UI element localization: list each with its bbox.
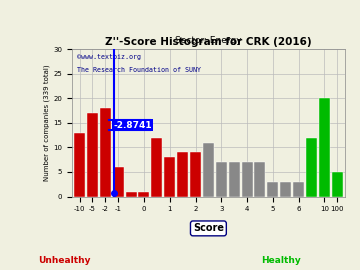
X-axis label: Score: Score (193, 223, 224, 233)
Bar (229, 162, 240, 197)
Bar (280, 182, 291, 197)
Bar (74, 133, 85, 197)
Bar (203, 143, 214, 197)
Y-axis label: Number of companies (339 total): Number of companies (339 total) (44, 65, 50, 181)
Text: Sector: Energy: Sector: Energy (175, 36, 242, 45)
Bar (113, 167, 124, 197)
Bar (306, 138, 317, 197)
Text: Healthy: Healthy (261, 256, 301, 265)
Text: ©www.textbiz.org: ©www.textbiz.org (77, 53, 141, 60)
Bar (151, 138, 162, 197)
Bar (216, 162, 227, 197)
Bar (164, 157, 175, 197)
Bar (139, 192, 149, 197)
Bar (100, 108, 111, 197)
Bar (126, 192, 136, 197)
Bar (190, 152, 201, 197)
Bar (177, 152, 188, 197)
Bar (255, 162, 265, 197)
Bar (242, 162, 252, 197)
Bar (267, 182, 278, 197)
Bar (87, 113, 98, 197)
Text: The Research Foundation of SUNY: The Research Foundation of SUNY (77, 67, 201, 73)
Bar (332, 172, 343, 197)
Bar (293, 182, 304, 197)
Title: Z''-Score Histogram for CRK (2016): Z''-Score Histogram for CRK (2016) (105, 37, 312, 47)
Bar (319, 98, 330, 197)
Text: Unhealthy: Unhealthy (39, 256, 91, 265)
Text: -2.8741: -2.8741 (113, 121, 152, 130)
